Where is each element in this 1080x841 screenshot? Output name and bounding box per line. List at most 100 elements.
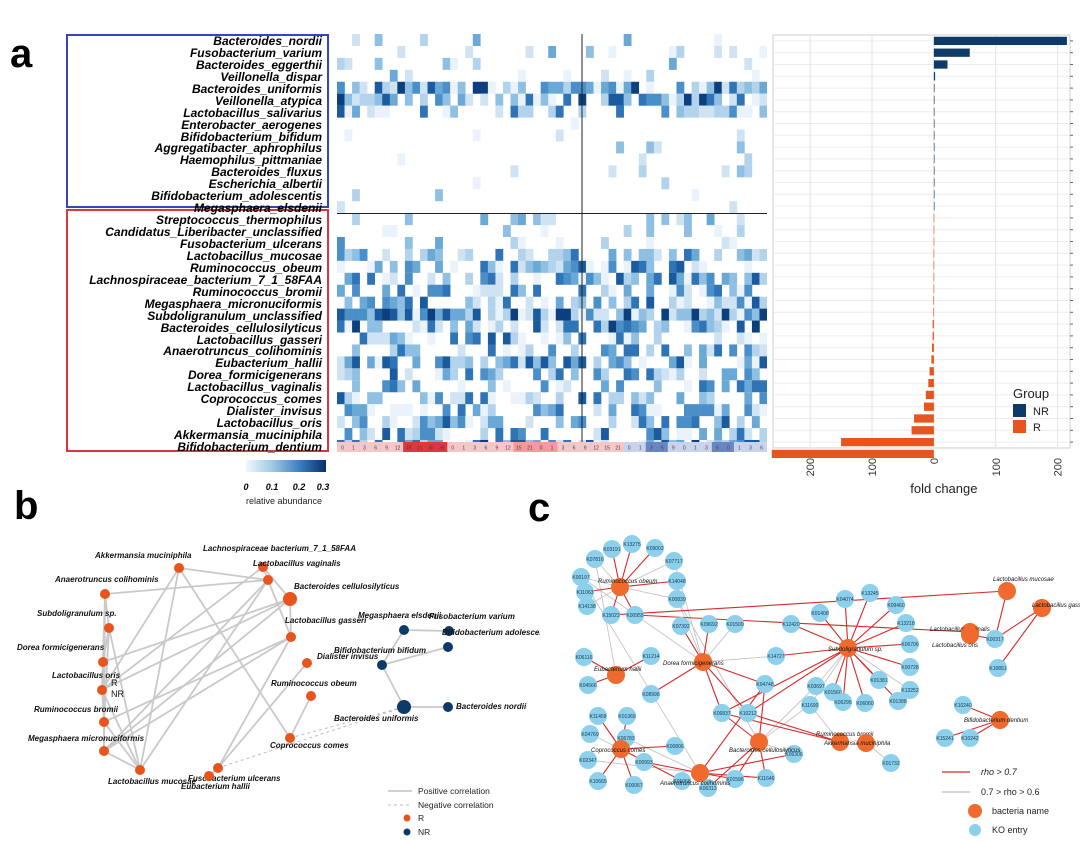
strip-tick: 9 (385, 446, 388, 452)
strip-tick: 0 (683, 446, 686, 452)
red-edge (842, 647, 849, 703)
strip-tick: 3 (473, 446, 476, 452)
node-label: Bacteroides cellulosilyticus (294, 582, 400, 591)
ko-node (699, 779, 717, 797)
ko-label: K06116 (576, 655, 593, 661)
red-edge (758, 683, 766, 743)
strip-cell (678, 442, 691, 452)
ko-node (782, 615, 800, 633)
bacteria-node (694, 653, 712, 671)
ko-node (811, 604, 829, 622)
bar (932, 343, 934, 352)
strip-cell (381, 442, 393, 452)
ko-label: K00317 (986, 637, 1003, 643)
species-label: Subdoligranulum_unclassified (147, 308, 322, 323)
strip-cell (546, 442, 558, 452)
ko-label: K13218 (897, 621, 914, 627)
bar (933, 36, 1067, 46)
strip-tick: 15 (516, 446, 522, 452)
legend-negative: Negative correlation (418, 800, 494, 810)
ko-node (576, 583, 594, 601)
bacteria-label: Anaerotruncus colihominis (659, 781, 730, 787)
ko-node (578, 597, 596, 615)
species-label: Megasphaera_micronuciformis (144, 296, 322, 311)
bacteria-node (961, 626, 979, 644)
strip-tick: 12 (505, 446, 511, 452)
bacteria-node (991, 711, 1009, 729)
strip-tick: 21 (615, 446, 621, 452)
network-node (283, 592, 297, 606)
r-group-box (66, 209, 329, 452)
legend-nr-dot (403, 828, 411, 836)
ko-node (673, 772, 691, 790)
ko-label: K11646 (758, 776, 775, 782)
legend-title: Group (1013, 386, 1049, 401)
ko-node (870, 671, 888, 689)
ko-node (726, 770, 744, 788)
ko-node (665, 552, 683, 570)
strip-cell (744, 442, 757, 452)
ko-label: K06313 (699, 786, 716, 792)
bar (933, 154, 935, 164)
red-edge (944, 719, 1001, 739)
correlation-edge (103, 636, 292, 723)
network-node (213, 763, 223, 773)
bacteria-label: Lactobacillus vaginalis (930, 627, 990, 633)
node-label: Ruminococcus obeum (271, 679, 357, 688)
bar (933, 308, 934, 317)
network-node (443, 702, 453, 712)
node-label: Akkermansia muciniphila (94, 551, 192, 560)
strip-tick: 3 (705, 446, 708, 452)
species-label: Lactobacillus_gasseri (196, 332, 322, 347)
node-label: Dorea formicigenerans (17, 643, 105, 652)
correlation-edge (381, 664, 405, 708)
strip-tick: 1 (551, 446, 554, 452)
ko-node (642, 685, 660, 703)
node-label: Fusobacterium varium (429, 612, 515, 621)
ko-node (623, 535, 641, 553)
bacteria-label: Ruminococcus bromii (816, 732, 874, 738)
strip-cell (491, 442, 503, 452)
grey-edge (758, 685, 817, 743)
strip-cell (667, 442, 680, 452)
strip-cell (689, 442, 702, 452)
ko-label: K04074 (836, 597, 853, 603)
node-label: Bacteroides uniformis (334, 714, 419, 723)
strip-cell (601, 442, 613, 452)
strip-tick: 1 (639, 446, 642, 452)
ko-node (801, 696, 819, 714)
fold-change-chart: 200 100 0 100 200 fold change Group NR R (771, 34, 1073, 496)
network-node (98, 657, 108, 667)
bacteria-label: Coprococcus comes (591, 748, 645, 754)
grey-edge (619, 560, 675, 588)
ko-node (739, 704, 757, 722)
bar (933, 237, 935, 246)
strip-tick: 3 (363, 446, 366, 452)
bacteria-node (998, 582, 1016, 600)
species-label: Lachnospiraceae_bacterium_7_1_58FAA (89, 272, 322, 287)
bacteria-label: Lactobacillus mucosae (993, 577, 1054, 583)
ko-label: K10851 (989, 666, 1006, 672)
strip-cell (414, 442, 426, 452)
species-label: Anaerotruncus_colihominis (163, 344, 322, 359)
panel-label-a: a (10, 32, 33, 76)
correlation-edge (101, 598, 291, 691)
species-label: Megasphaera_elsdenii (193, 201, 322, 216)
legend-swatch-nr (1013, 404, 1026, 417)
strip-cell (733, 442, 746, 452)
bar (933, 60, 948, 69)
species-label: Lactobacillus_salivarius (183, 105, 322, 120)
negative-edge (289, 706, 405, 739)
bacteria-node (831, 733, 849, 751)
bar (933, 166, 935, 175)
correlation-edge (381, 629, 405, 666)
bacteria-label: Lactobacillus gasseri (1032, 603, 1080, 609)
grey-edge (625, 737, 701, 774)
ko-node (785, 745, 803, 763)
bar (933, 249, 935, 258)
node-label: Lactobacillus gasseri (285, 616, 367, 625)
strip-tick: 3 (562, 446, 565, 452)
ko-label: K11459 (590, 714, 607, 720)
strip-tick: 35 (439, 446, 445, 452)
